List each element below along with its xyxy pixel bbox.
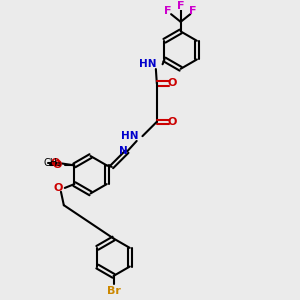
Text: O: O xyxy=(167,117,177,127)
Text: CH₃: CH₃ xyxy=(43,158,62,169)
Text: F: F xyxy=(189,6,197,16)
Text: HN: HN xyxy=(121,131,139,141)
Text: O: O xyxy=(167,78,177,88)
Text: O: O xyxy=(53,183,63,193)
Text: F: F xyxy=(164,6,172,16)
Text: N: N xyxy=(119,146,128,155)
Text: HN: HN xyxy=(139,59,157,69)
Text: O: O xyxy=(52,160,62,170)
Text: F: F xyxy=(177,1,184,10)
Text: Br: Br xyxy=(106,286,121,296)
Text: O: O xyxy=(51,158,60,167)
